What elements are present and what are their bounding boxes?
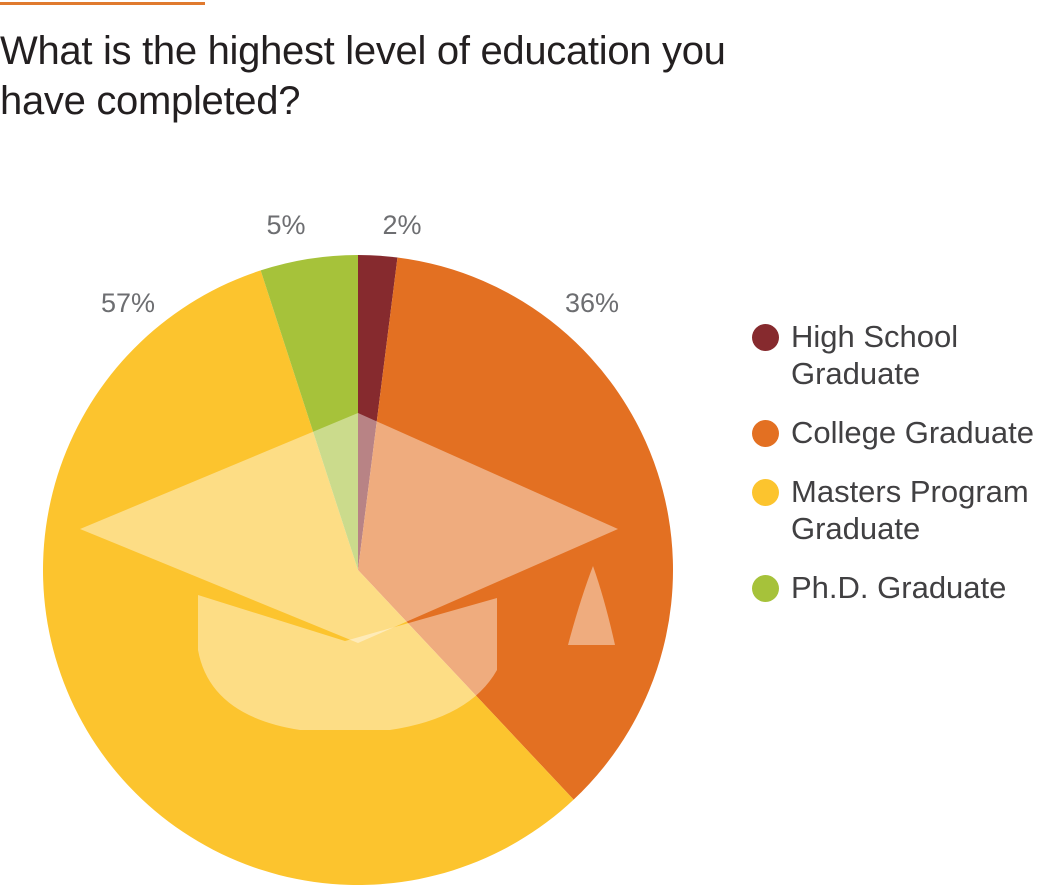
cap-board — [80, 413, 618, 643]
pie-slice — [358, 255, 398, 570]
pie-slice — [42, 270, 574, 886]
slice-label: 36% — [565, 288, 619, 318]
legend-item: College Graduate — [752, 414, 1050, 451]
accent-rule — [0, 2, 205, 5]
legend-swatch — [752, 479, 779, 506]
cap-tassel — [568, 566, 615, 645]
graduation-cap-icon — [80, 413, 618, 730]
pie-slices — [42, 255, 674, 886]
legend-swatch — [752, 575, 779, 602]
slice-label: 2% — [382, 210, 421, 240]
legend-label-line: College Graduate — [791, 415, 1034, 450]
legend-label-line: Graduate — [791, 356, 921, 391]
pie-slice — [260, 255, 358, 570]
legend: High School Graduate College Graduate Maste… — [752, 318, 1050, 628]
legend-label-line: High School — [791, 319, 959, 354]
legend-label-line: Ph.D. Graduate — [791, 570, 1007, 605]
legend-label: Masters Program Graduate — [791, 473, 1029, 547]
legend-label: College Graduate — [791, 414, 1034, 451]
legend-swatch — [752, 420, 779, 447]
legend-item: Masters Program Graduate — [752, 473, 1050, 547]
legend-label: Ph.D. Graduate — [791, 569, 1006, 606]
legend-label: High School Graduate — [791, 318, 958, 392]
legend-label-line: Masters Program — [791, 474, 1029, 509]
legend-swatch — [752, 324, 779, 351]
pie-labels: 2% 36% 57% 5% — [101, 210, 619, 318]
slice-label: 5% — [266, 210, 305, 240]
legend-item: High School Graduate — [752, 318, 1050, 392]
cap-band — [198, 595, 497, 730]
pie-slice — [358, 257, 674, 800]
chart-title: What is the highest level of education y… — [0, 29, 726, 123]
legend-label-line: Graduate — [791, 511, 921, 546]
legend-item: Ph.D. Graduate — [752, 569, 1050, 606]
slice-label: 57% — [101, 288, 155, 318]
